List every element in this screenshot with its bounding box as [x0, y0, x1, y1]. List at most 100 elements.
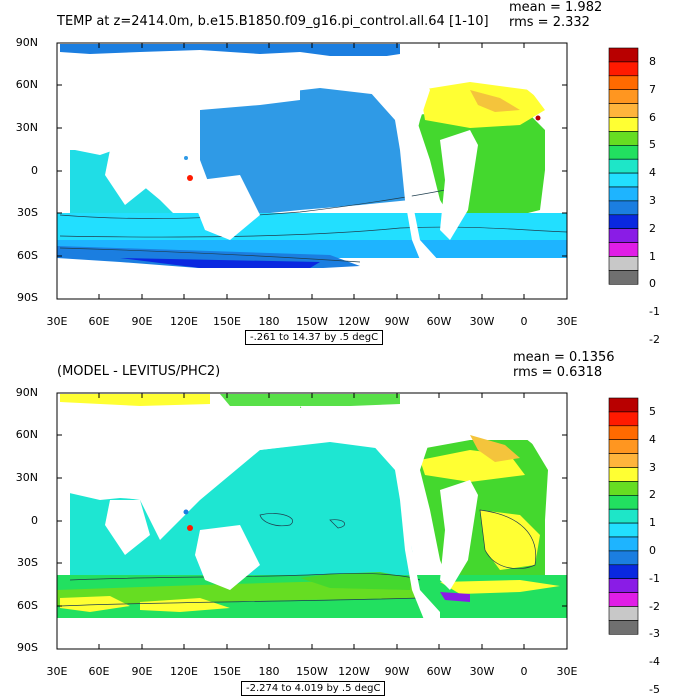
colorbar-swatch: [608, 75, 639, 91]
colorbar-swatch: [608, 397, 639, 413]
difference-map-panel: (MODEL - LEVITUS/PHC2) mean = 0.1356 rms…: [0, 350, 700, 700]
mean-value: mean = 0.1356: [513, 350, 615, 365]
colorbar-swatch: [608, 172, 639, 188]
arctic-ocean: [60, 394, 210, 406]
lon-label: 60E: [88, 315, 110, 328]
panel-title: (MODEL - LEVITUS/PHC2): [57, 364, 221, 379]
lon-label: 120E: [170, 665, 198, 678]
colorbar-label: -3: [649, 627, 660, 641]
lat-label: 90N: [15, 36, 38, 49]
colorbar-swatch: [608, 620, 639, 635]
lat-label: 60S: [17, 599, 38, 612]
temperature-map: [56, 42, 639, 300]
indo-pacific: [70, 442, 415, 580]
lon-label: 90E: [131, 315, 153, 328]
colorbar-swatch: [608, 606, 639, 621]
colorbar-swatch: [608, 61, 639, 77]
lon-label: 30E: [556, 665, 578, 678]
lon-label: 60W: [426, 665, 452, 678]
colorbar-swatch: [608, 592, 639, 607]
colorbar-swatch: [608, 481, 639, 496]
lon-label: 120W: [338, 665, 370, 678]
lat-label: 90N: [15, 386, 38, 399]
colorbar-swatch: [608, 578, 639, 593]
colorbar-label: 2: [649, 488, 656, 502]
colorbar-swatch: [608, 214, 639, 230]
axis-ticks: [56, 392, 567, 649]
lon-label: 90W: [384, 315, 410, 328]
lon-label: 60E: [88, 665, 110, 678]
rms-value: rms = 0.6318: [513, 365, 603, 380]
colorbar-label: -1: [649, 571, 660, 585]
southern-ocean: [57, 213, 567, 240]
colorbar-label: 6: [649, 110, 656, 124]
contour-range-label: -.261 to 14.37 by .5 degC: [245, 330, 384, 345]
colorbar-swatch: [608, 425, 639, 441]
colorbar-swatch: [608, 158, 639, 174]
temperature-map-panel: TEMP at z=2414.0m, b.e15.B1850.f09_g16.p…: [15, 0, 660, 346]
colorbar-swatch: [608, 508, 639, 524]
colorbar-swatch: [608, 200, 639, 216]
lat-label: 60S: [17, 249, 38, 262]
lat-label: 30S: [17, 556, 38, 569]
colorbar-label: 5: [649, 138, 656, 152]
axis-ticks: [56, 42, 567, 299]
lon-label: 30E: [46, 665, 68, 678]
lon-label: 180: [258, 665, 280, 678]
lat-label: 90S: [17, 641, 38, 654]
colorbar-label: -2: [649, 599, 660, 613]
lon-label: 150E: [213, 315, 241, 328]
lon-label: 150W: [296, 315, 328, 328]
lat-label: 60N: [15, 78, 38, 91]
lon-label: 30E: [46, 315, 68, 328]
colorbar-swatch: [608, 411, 639, 427]
lat-label: 0: [31, 514, 38, 527]
colorbar-label: 3: [649, 460, 656, 474]
colorbar-swatch: [608, 467, 639, 482]
colorbar-swatch: [608, 145, 639, 160]
lon-label: 0: [520, 315, 528, 328]
colorbar-label: -5: [649, 682, 660, 696]
land: [57, 56, 567, 298]
colorbar-swatch: [608, 228, 639, 243]
colorbar-label: 0: [649, 543, 656, 557]
colorbar-label: 0: [649, 277, 656, 291]
contour-lines: [59, 509, 537, 607]
lon-label: 90E: [131, 665, 153, 678]
colorbar-label: -4: [649, 655, 660, 669]
colorbar-swatch: [608, 242, 639, 257]
colorbar-label: 1: [649, 516, 656, 530]
colorbar-swatch: [608, 495, 639, 510]
colorbar-swatch: [608, 89, 639, 104]
lon-label: 150E: [213, 665, 241, 678]
land: [57, 406, 567, 648]
colorbar-label: -1: [649, 305, 660, 319]
colorbar-swatch: [608, 103, 639, 118]
colorbar-label: 3: [649, 193, 656, 207]
colorbar-swatch: [608, 522, 639, 538]
lat-label: 30N: [15, 471, 38, 484]
colorbar-swatch: [608, 270, 639, 285]
colorbar-swatch: [608, 564, 639, 580]
panel-title: TEMP at z=2414.0m, b.e15.B1850.f09_g16.p…: [57, 14, 489, 29]
lon-label: 30E: [556, 315, 578, 328]
colorbar-swatch: [608, 117, 639, 132]
lat-label: 90S: [17, 291, 38, 304]
lon-label: 180: [258, 315, 280, 328]
colorbar-label: 2: [649, 221, 656, 235]
mean-value: mean = 1.982: [509, 0, 603, 15]
lon-label: 90W: [384, 665, 410, 678]
lat-label: 30S: [17, 206, 38, 219]
colorbar-label: 5: [649, 404, 656, 418]
colorbar-swatch: [608, 536, 639, 552]
colorbar-swatch: [608, 453, 639, 468]
lon-label: 30W: [469, 665, 495, 678]
difference-map: [56, 392, 639, 650]
lon-label: 30W: [469, 315, 495, 328]
colorbar-swatch: [608, 47, 639, 63]
colorbar-swatch: [608, 550, 639, 566]
rms-value: rms = 2.332: [509, 15, 590, 30]
colorbar-label: 1: [649, 249, 656, 263]
colorbar-swatch: [608, 439, 639, 454]
lon-label: 120E: [170, 315, 198, 328]
